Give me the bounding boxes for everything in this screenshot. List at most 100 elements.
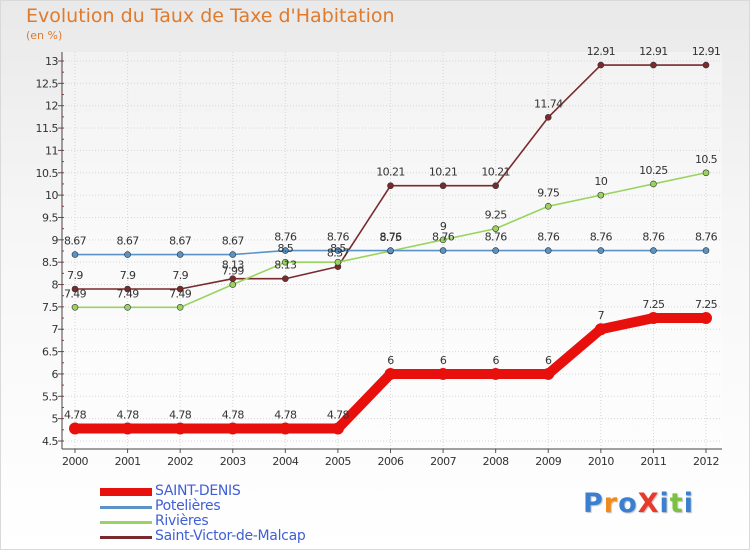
- series-point: [176, 285, 184, 293]
- data-label: 4.78: [274, 408, 297, 421]
- logo-letter: i: [659, 488, 670, 519]
- series-point: [439, 247, 447, 254]
- series-point: [492, 225, 499, 232]
- data-label: 9: [440, 220, 447, 233]
- data-label: 8.67: [222, 235, 245, 248]
- series-point: [542, 367, 555, 380]
- data-label: 8.5: [330, 242, 346, 255]
- y-tick-label: 10: [45, 189, 58, 202]
- series-point: [489, 367, 502, 380]
- data-label: 8.76: [590, 231, 613, 244]
- data-label: 7.9: [67, 269, 83, 282]
- legend-swatch: [100, 520, 152, 524]
- data-label: 7: [598, 309, 605, 322]
- data-label: 10.21: [429, 166, 458, 179]
- logo-letter: r: [603, 488, 619, 519]
- data-label: 7.25: [642, 298, 665, 311]
- series-point: [282, 258, 289, 266]
- y-tick-label: 9: [52, 234, 59, 247]
- data-label: 10.21: [376, 166, 405, 179]
- data-label: 8.76: [695, 231, 718, 244]
- data-label: 12.91: [639, 45, 668, 58]
- legend-label: Rivières: [155, 513, 209, 529]
- data-label: 8.76: [485, 231, 508, 244]
- series-point: [229, 281, 237, 288]
- y-tick-label: 10.5: [36, 167, 59, 180]
- data-label: 8.67: [169, 235, 192, 248]
- series-point: [331, 422, 344, 435]
- data-label: 6: [440, 354, 447, 367]
- data-label: 10.25: [639, 164, 668, 177]
- data-label: 10.5: [695, 153, 718, 166]
- data-label: 4.78: [222, 408, 245, 421]
- series-point: [124, 304, 131, 311]
- data-label: 10.21: [481, 166, 510, 179]
- series-point: [702, 61, 710, 69]
- series-point: [384, 367, 397, 380]
- data-label: 12.91: [587, 45, 616, 58]
- data-label: 4.78: [327, 408, 350, 421]
- series-point: [124, 285, 131, 293]
- series-point: [597, 247, 605, 254]
- x-tick-label: 2002: [167, 455, 193, 468]
- series-point: [282, 275, 289, 283]
- series-point: [437, 367, 450, 380]
- series-point: [439, 236, 447, 244]
- data-label: 8.67: [64, 235, 87, 248]
- data-label: 6: [387, 354, 394, 367]
- y-tick-label: 5: [52, 413, 59, 426]
- series-point: [544, 114, 552, 121]
- series-point: [544, 247, 552, 254]
- data-label: 8.5: [277, 242, 293, 255]
- x-tick-label: 2012: [693, 455, 719, 468]
- data-label: 8.13: [274, 259, 297, 272]
- series-point: [176, 251, 184, 258]
- series-point: [439, 182, 447, 190]
- series-point: [387, 182, 394, 190]
- y-tick-label: 7: [52, 323, 59, 336]
- data-label: 8.76: [327, 231, 350, 244]
- proxiti-logo: ProXiti: [583, 488, 694, 519]
- data-label: 10: [594, 175, 607, 188]
- series-point: [71, 285, 79, 293]
- logo-letter: X: [637, 488, 660, 519]
- series-point: [594, 323, 607, 336]
- y-tick-label: 4.5: [42, 435, 58, 448]
- data-label: 8.75: [379, 231, 402, 244]
- data-label: 8.37: [327, 247, 350, 260]
- data-label: 4.78: [169, 408, 192, 421]
- data-label: 8.67: [117, 235, 140, 248]
- series-point: [647, 312, 660, 325]
- data-label: 8.13: [222, 259, 245, 272]
- series-point: [492, 247, 499, 254]
- series-point: [71, 251, 79, 258]
- series-point: [334, 247, 342, 254]
- data-label: 9.75: [537, 186, 560, 199]
- x-tick-label: 2007: [430, 455, 456, 468]
- x-tick-label: 2003: [220, 455, 246, 468]
- legend-swatch: [100, 488, 152, 496]
- y-tick-label: 8.5: [42, 256, 58, 269]
- data-label: 11.74: [534, 97, 563, 110]
- y-tick-label: 9.5: [42, 211, 58, 224]
- series-point: [279, 422, 292, 435]
- x-tick-label: 2001: [115, 455, 141, 468]
- y-tick-label: 6: [52, 368, 59, 381]
- data-label: 7.49: [64, 287, 87, 300]
- data-label: 7.9: [120, 269, 136, 282]
- y-tick-label: 8: [52, 279, 59, 292]
- series-point: [387, 247, 394, 254]
- data-label: 7.49: [169, 287, 192, 300]
- series-point: [544, 202, 552, 210]
- data-label: 7.9: [172, 269, 188, 282]
- logo-letter: P: [583, 488, 604, 519]
- series-point: [121, 422, 134, 435]
- x-tick-label: 2011: [640, 455, 666, 468]
- data-label: 4.78: [64, 408, 87, 421]
- series-point: [492, 182, 499, 190]
- data-label: 6: [492, 354, 499, 367]
- data-label: 7.99: [222, 265, 245, 278]
- legend-label: Saint-Victor-de-Malcap: [155, 528, 306, 544]
- legend-label: SAINT-DENIS: [155, 483, 241, 499]
